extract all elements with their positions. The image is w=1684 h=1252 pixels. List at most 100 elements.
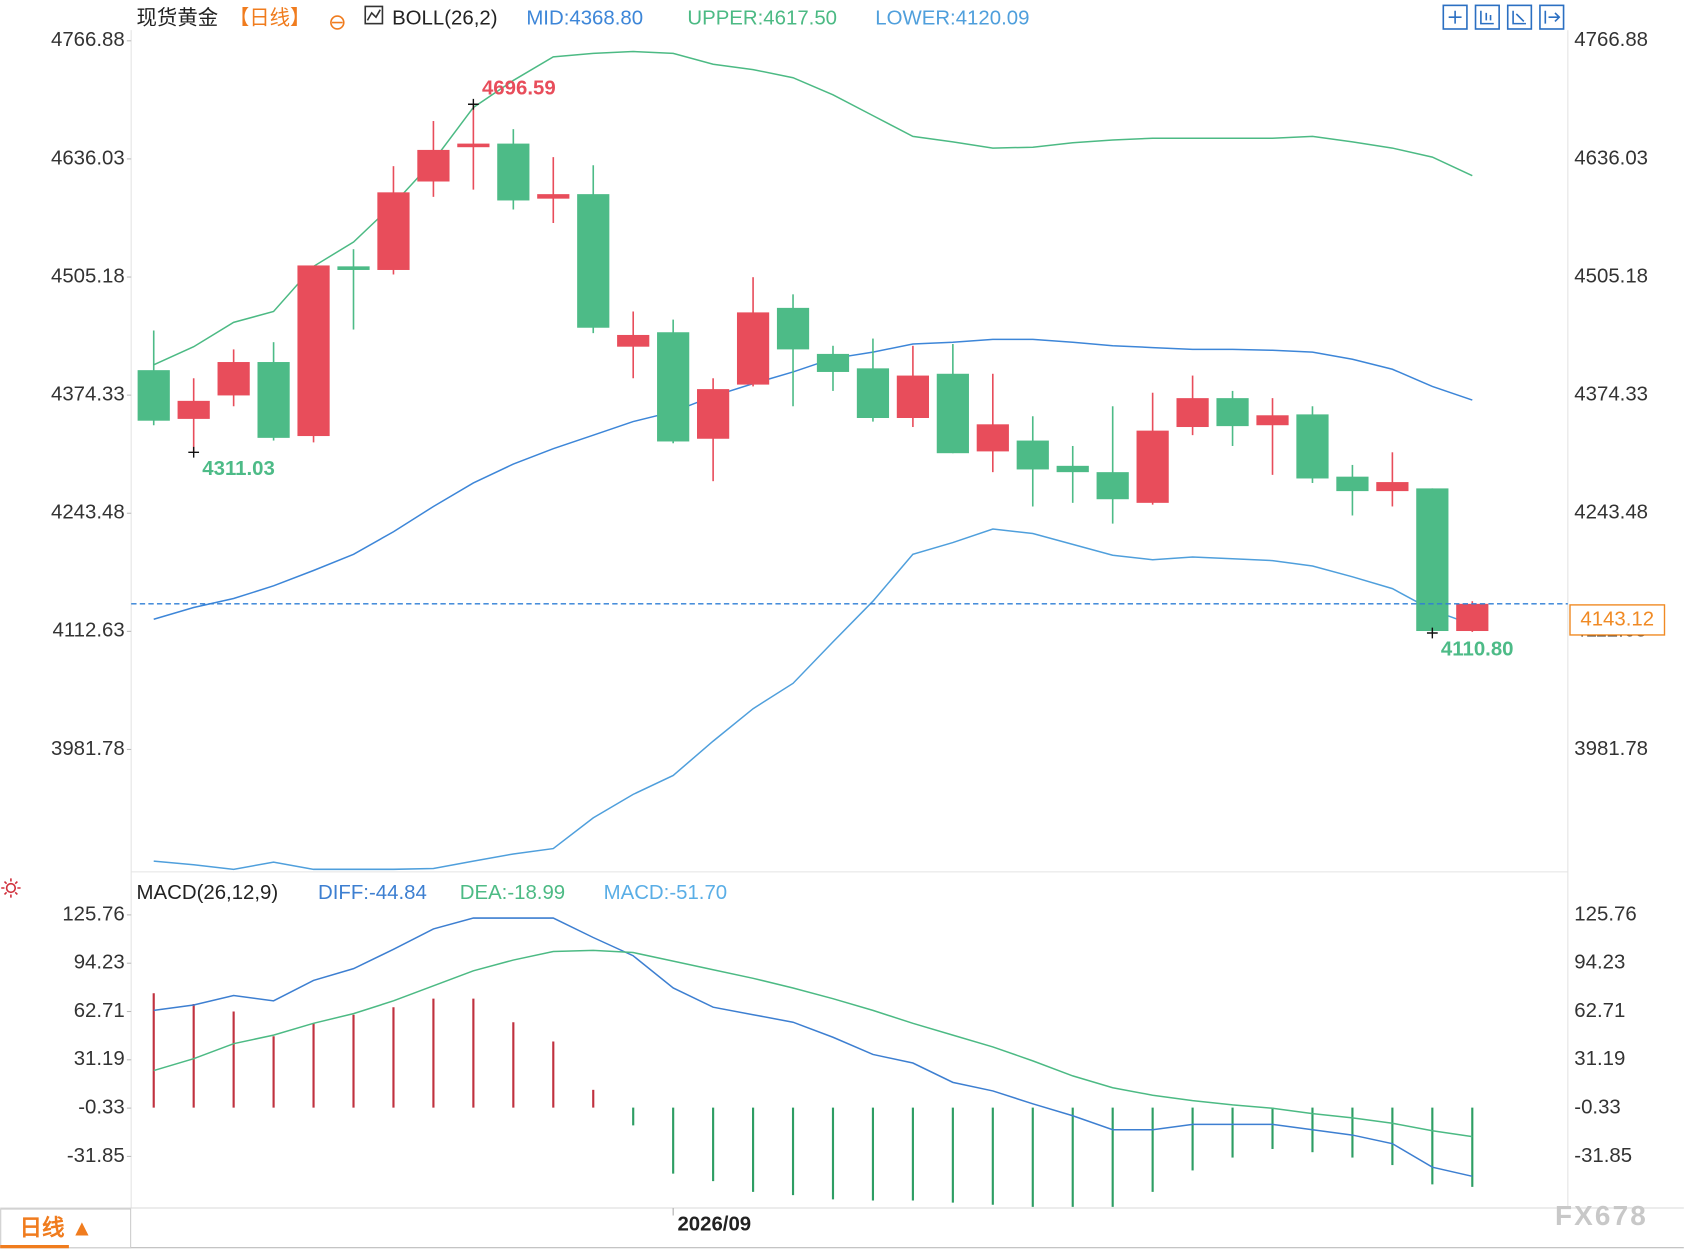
indicator-icon-line [366,9,381,21]
y-tick-label: 3981.78 [51,738,125,760]
period-button-label[interactable]: 日线 ▲ [20,1214,94,1240]
candle-body [776,307,810,350]
candle-body [1416,488,1449,632]
extreme-label: 4110.80 [1441,639,1514,661]
watermark: FX678 [1555,1200,1648,1231]
tool-glyph [1544,10,1561,24]
last-price-box [1569,604,1666,636]
y-tick-label-right: 4636.03 [1574,147,1648,169]
tool-icon[interactable] [1539,4,1565,30]
y-tick-label: 4243.48 [51,502,125,524]
boll-line [153,338,1473,620]
candle-body [617,334,650,347]
y-tick-label: 31.19 [74,1048,125,1070]
candle-body [337,266,370,270]
y-tick-label-right: 125.76 [1574,903,1636,925]
extreme-marker [468,98,479,110]
y-tick-label: 4112.63 [53,620,125,642]
y-tick-label: 4766.88 [51,29,125,51]
macd-icon-core [5,882,17,894]
y-tick-label: 4636.03 [51,147,125,169]
candle-body [1096,472,1129,500]
candle-body [697,389,730,439]
y-tick-label-right: 4374.33 [1574,384,1648,406]
candle-body [457,143,490,148]
macd-line [153,949,1473,1138]
macd-icon[interactable] [1,878,21,898]
y-tick-label-right: -31.85 [1574,1145,1632,1167]
tool-icon[interactable] [1474,4,1500,30]
tool-glyph [1480,10,1494,25]
candle-body [1456,603,1489,632]
x-tick-label: 2026/09 [677,1214,751,1236]
y-tick-label-right: 31.19 [1574,1048,1625,1070]
candle-body [377,192,410,270]
candle-body [217,362,250,396]
candle-body [936,373,969,454]
y-tick-label-right: 3981.78 [1574,738,1648,760]
candle-body [537,194,570,199]
y-tick-label-right: 94.23 [1574,952,1625,974]
tool-glyph [1448,10,1462,24]
extreme-marker [188,446,200,458]
y-tick-label: 4505.18 [51,265,125,287]
candle-body [1296,414,1329,479]
candle-body [657,332,690,442]
candle-body [257,362,290,438]
last-price-label: 4143.12 [1580,608,1654,630]
candle-body [1136,430,1169,503]
y-tick-label: 125.76 [62,903,124,925]
candle-body [1176,398,1209,428]
macd-line [153,917,1473,1178]
candle-body [1256,415,1289,426]
legend-entry: MACD:-51.70 [604,882,728,904]
tool-icon[interactable] [1442,4,1468,30]
candle-body [1336,476,1369,492]
period-button[interactable] [0,1208,132,1249]
boll-line [153,50,1473,366]
y-tick-label: 62.71 [74,1000,125,1022]
extreme-label: 4311.03 [202,458,275,480]
candle-body [297,265,330,437]
macd-title: MACD(26,12,9) [137,882,279,904]
toolbar [1442,4,1565,30]
y-tick-label: -31.85 [67,1145,125,1167]
legend-entry: MID:4368.80 [526,8,643,30]
extreme-marker [1426,627,1438,639]
legend-entry: LOWER:4120.09 [875,8,1029,30]
y-tick-label-right: 4243.48 [1574,502,1648,524]
y-tick-label-right: -0.33 [1574,1097,1620,1119]
candle-body [976,424,1009,452]
y-tick-label: -0.33 [78,1097,124,1119]
candle-body [736,312,770,385]
candle-body [1216,398,1249,427]
period-label: 【日线】 [229,7,311,30]
candle-body [1016,440,1049,470]
extreme-label: 4696.59 [482,78,556,100]
y-tick-label: 4374.33 [51,384,125,406]
candle-body [497,143,530,201]
legend-entry: DEA:-18.99 [460,882,565,904]
candle-body [896,375,930,418]
indicator-name: BOLL(26,2) [392,8,497,30]
settings-icon[interactable] [330,15,345,30]
y-tick-label-right: 62.71 [1574,1000,1625,1022]
title: 现货黄金 [137,7,219,30]
y-tick-label-right: 4766.88 [1574,29,1648,51]
candle-body [856,368,890,418]
legend-entry: UPPER:4617.50 [687,8,837,30]
tool-glyph [1512,10,1526,25]
legend-entry: DIFF:-44.84 [318,882,427,904]
candle-body [816,353,850,372]
indicator-icon[interactable] [364,5,384,25]
candle-body [577,194,610,328]
y-tick-label: 94.23 [74,952,125,974]
candle-body [1056,465,1089,473]
tool-icon[interactable] [1506,4,1533,30]
y-tick-label-right: 4505.18 [1574,265,1648,287]
candle-body [417,149,450,182]
macd-icon-rays [1,878,21,898]
